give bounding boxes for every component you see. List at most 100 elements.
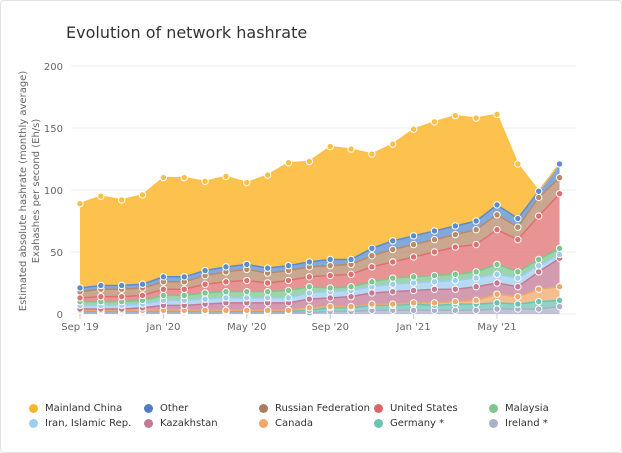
data-point[interactable] [535,297,543,306]
data-point[interactable] [201,280,209,288]
data-point[interactable] [97,292,105,301]
data-point[interactable] [451,276,459,285]
data-point[interactable] [201,295,209,303]
legend-item[interactable]: Malaysia [489,403,549,414]
data-point[interactable] [514,268,522,276]
data-point[interactable] [430,299,439,307]
data-point[interactable] [555,173,564,182]
data-point[interactable] [493,110,501,119]
data-point[interactable] [451,306,459,314]
data-point[interactable] [472,240,480,249]
data-point[interactable] [555,302,564,311]
data-point[interactable] [535,187,543,195]
data-point[interactable] [118,281,126,290]
data-point[interactable] [326,284,334,292]
data-point[interactable] [451,243,459,251]
data-point[interactable] [535,212,543,220]
data-point[interactable] [409,253,418,261]
area-russian-federation[interactable] [80,177,560,298]
data-point[interactable] [118,196,126,204]
data-point[interactable] [180,173,188,182]
data-point[interactable] [472,225,480,234]
data-point[interactable] [493,290,501,298]
data-point[interactable] [389,258,397,266]
data-point[interactable] [389,300,397,308]
data-point[interactable] [305,157,314,166]
data-point[interactable] [555,283,564,291]
data-point[interactable] [493,211,501,219]
data-point[interactable] [368,289,376,297]
data-point[interactable] [555,190,564,198]
data-point[interactable] [305,258,314,266]
data-point[interactable] [451,222,459,230]
data-point[interactable] [368,244,376,252]
data-point[interactable] [472,296,480,305]
data-point[interactable] [180,273,188,281]
area-kazakhstan[interactable] [80,258,560,311]
data-point[interactable] [430,285,439,293]
data-point[interactable] [451,285,459,293]
data-point[interactable] [555,296,564,305]
data-point[interactable] [326,142,334,151]
data-point[interactable] [76,199,84,208]
data-point[interactable] [493,305,501,313]
data-point[interactable] [305,283,314,291]
data-point[interactable] [493,279,501,287]
data-point[interactable] [493,201,501,209]
data-point[interactable] [430,248,439,256]
data-point[interactable] [243,287,251,296]
data-point[interactable] [451,230,459,239]
data-point[interactable] [284,286,293,295]
data-point[interactable] [284,306,293,314]
data-point[interactable] [368,278,376,286]
data-point[interactable] [472,114,480,122]
data-point[interactable] [284,294,293,302]
data-point[interactable] [368,300,376,308]
data-point[interactable] [305,304,314,312]
legend-item[interactable]: Kazakhstan [144,418,218,429]
data-point[interactable] [493,260,501,269]
data-point[interactable] [284,261,293,270]
data-point[interactable] [472,283,480,291]
data-point[interactable] [243,178,251,187]
data-point[interactable] [368,252,376,260]
data-point[interactable] [347,255,355,264]
data-point[interactable] [138,291,147,300]
data-point[interactable] [389,245,397,254]
data-point[interactable] [243,276,251,285]
data-point[interactable] [409,299,418,307]
data-point[interactable] [263,171,272,179]
data-point[interactable] [409,306,418,314]
data-point[interactable] [535,285,543,293]
data-point[interactable] [347,292,355,301]
data-point[interactable] [326,271,334,280]
data-point[interactable] [535,193,543,202]
data-point[interactable] [409,279,418,287]
data-point[interactable] [430,235,439,244]
data-point[interactable] [368,150,376,158]
data-point[interactable] [305,289,314,297]
data-point[interactable] [326,294,334,302]
data-point[interactable] [284,159,293,167]
data-point[interactable] [326,255,334,264]
data-point[interactable] [243,260,251,269]
data-point[interactable] [409,286,418,295]
data-point[interactable] [451,270,459,279]
data-point[interactable] [409,240,418,249]
data-point[interactable] [201,306,209,314]
data-point[interactable] [326,261,334,270]
data-point[interactable] [409,125,418,133]
data-point[interactable] [535,305,543,313]
data-point[interactable] [389,274,397,282]
data-point[interactable] [409,232,418,240]
data-point[interactable] [201,289,209,297]
data-point[interactable] [451,111,459,120]
data-point[interactable] [201,266,209,275]
data-point[interactable] [222,263,230,271]
data-point[interactable] [180,285,188,293]
data-point[interactable] [389,237,397,245]
data-point[interactable] [493,270,501,279]
legend-item[interactable]: Russian Federation [259,403,370,414]
data-point[interactable] [263,264,272,272]
data-point[interactable] [389,287,397,296]
